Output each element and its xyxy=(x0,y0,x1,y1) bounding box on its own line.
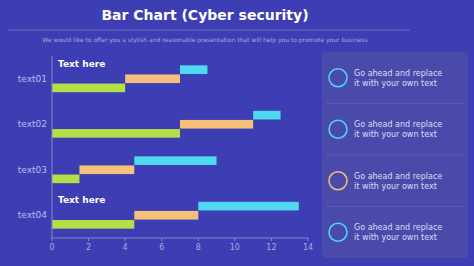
bar xyxy=(52,220,134,229)
panel-text-line: it with your own text xyxy=(354,130,437,139)
category-label: text01 xyxy=(18,74,47,84)
bar xyxy=(52,129,180,138)
annotation: Text here xyxy=(58,195,105,205)
bar xyxy=(180,65,207,74)
x-tick-label: 14 xyxy=(303,243,313,252)
subtitle: We would like to offer you a stylish and… xyxy=(42,36,367,44)
panel-separator xyxy=(326,103,464,104)
panel-text: Go ahead and replaceit with your own tex… xyxy=(354,120,442,139)
x-tick-label: 12 xyxy=(266,243,276,252)
bar xyxy=(134,211,198,220)
bar xyxy=(198,202,299,211)
panel-text: Go ahead and replaceit with your own tex… xyxy=(354,223,442,242)
bar xyxy=(180,120,253,129)
bar xyxy=(253,111,280,120)
panel-text-line: Go ahead and replace xyxy=(354,120,442,129)
bars xyxy=(52,65,299,228)
panel-icon xyxy=(329,172,347,190)
x-tick-label: 0 xyxy=(49,243,54,252)
x-tick-label: 4 xyxy=(123,243,128,252)
x-tick xyxy=(161,238,162,241)
background xyxy=(0,0,474,266)
bar xyxy=(134,156,216,165)
category-label: text03 xyxy=(18,165,47,175)
x-tick xyxy=(125,238,126,241)
x-tick-label: 8 xyxy=(196,243,201,252)
bar xyxy=(52,84,125,93)
x-tick xyxy=(52,238,53,241)
side-panel xyxy=(322,52,468,258)
panel-text-line: Go ahead and replace xyxy=(354,69,442,78)
category-label: text04 xyxy=(18,210,47,220)
chart: Bar Chart (Cyber security) We would like … xyxy=(0,0,474,266)
x-tick xyxy=(308,238,309,241)
x-tick-label: 10 xyxy=(230,243,240,252)
title: Bar Chart (Cyber security) xyxy=(101,7,308,23)
panel-separator xyxy=(326,155,464,156)
panel-text-line: it with your own text xyxy=(354,182,437,191)
panel-icon xyxy=(329,120,347,138)
panel-text-line: Go ahead and replace xyxy=(354,172,442,181)
panel-text: Go ahead and replaceit with your own tex… xyxy=(354,69,442,88)
title-rule xyxy=(8,30,410,31)
x-axis xyxy=(52,238,308,239)
bar xyxy=(125,74,180,83)
category-label: text02 xyxy=(18,119,47,129)
x-tick xyxy=(271,238,272,241)
x-tick-label: 2 xyxy=(86,243,91,252)
x-tick xyxy=(198,238,199,241)
x-tick xyxy=(88,238,89,241)
panel-text-line: it with your own text xyxy=(354,233,437,242)
x-tick xyxy=(234,238,235,241)
panel-icon xyxy=(329,69,347,87)
panel-icon xyxy=(329,223,347,241)
panel-separator xyxy=(326,206,464,207)
x-tick-label: 6 xyxy=(159,243,164,252)
panel-text: Go ahead and replaceit with your own tex… xyxy=(354,172,442,191)
bar xyxy=(52,175,79,184)
bar xyxy=(79,165,134,174)
panel-text-line: it with your own text xyxy=(354,79,437,88)
panel-text-line: Go ahead and replace xyxy=(354,223,442,232)
annotation: Text here xyxy=(58,59,105,69)
y-axis xyxy=(52,56,53,238)
